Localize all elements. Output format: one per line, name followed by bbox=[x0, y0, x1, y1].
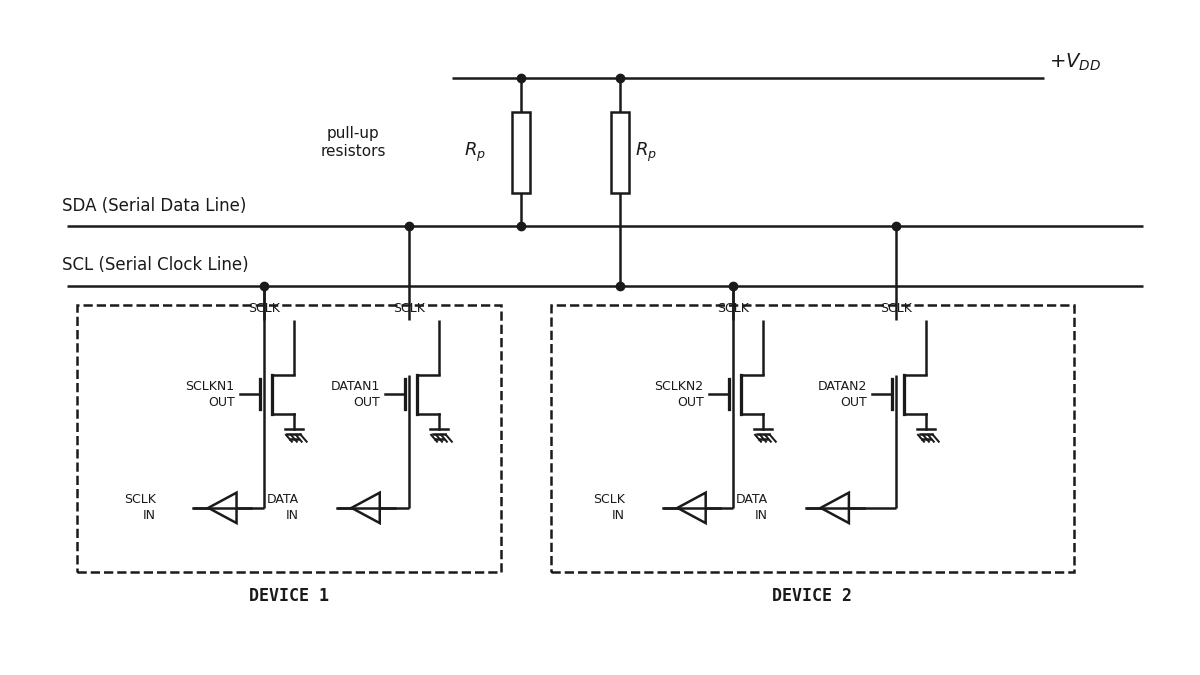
Text: SCLK: SCLK bbox=[248, 302, 280, 315]
Bar bbox=[512, 111, 530, 193]
Text: SDA (Serial Data Line): SDA (Serial Data Line) bbox=[61, 196, 246, 215]
Text: pull-up
resistors: pull-up resistors bbox=[320, 126, 386, 159]
Text: DATA
IN: DATA IN bbox=[266, 493, 299, 522]
Text: DEVICE 2: DEVICE 2 bbox=[773, 587, 852, 605]
Text: SCLK: SCLK bbox=[394, 302, 425, 315]
Text: DEVICE 1: DEVICE 1 bbox=[248, 587, 329, 605]
Bar bbox=[551, 305, 1074, 572]
Text: SCLK: SCLK bbox=[881, 302, 912, 315]
Text: SCL (Serial Clock Line): SCL (Serial Clock Line) bbox=[61, 256, 248, 274]
Text: DATAN1
OUT: DATAN1 OUT bbox=[330, 380, 379, 409]
Text: $+V_{DD}$: $+V_{DD}$ bbox=[1049, 52, 1102, 74]
Text: SCLKN1
OUT: SCLKN1 OUT bbox=[186, 380, 234, 409]
Text: DATA
IN: DATA IN bbox=[736, 493, 768, 522]
Text: SCLK
IN: SCLK IN bbox=[593, 493, 625, 522]
Text: $R_p$: $R_p$ bbox=[635, 140, 656, 164]
Text: $R_p$: $R_p$ bbox=[464, 140, 486, 164]
Text: SCLK: SCLK bbox=[718, 302, 749, 315]
Bar bbox=[611, 111, 629, 193]
Bar bbox=[77, 305, 502, 572]
Text: SCLK
IN: SCLK IN bbox=[124, 493, 156, 522]
Text: DATAN2
OUT: DATAN2 OUT bbox=[817, 380, 866, 409]
Text: SCLKN2
OUT: SCLKN2 OUT bbox=[654, 380, 703, 409]
